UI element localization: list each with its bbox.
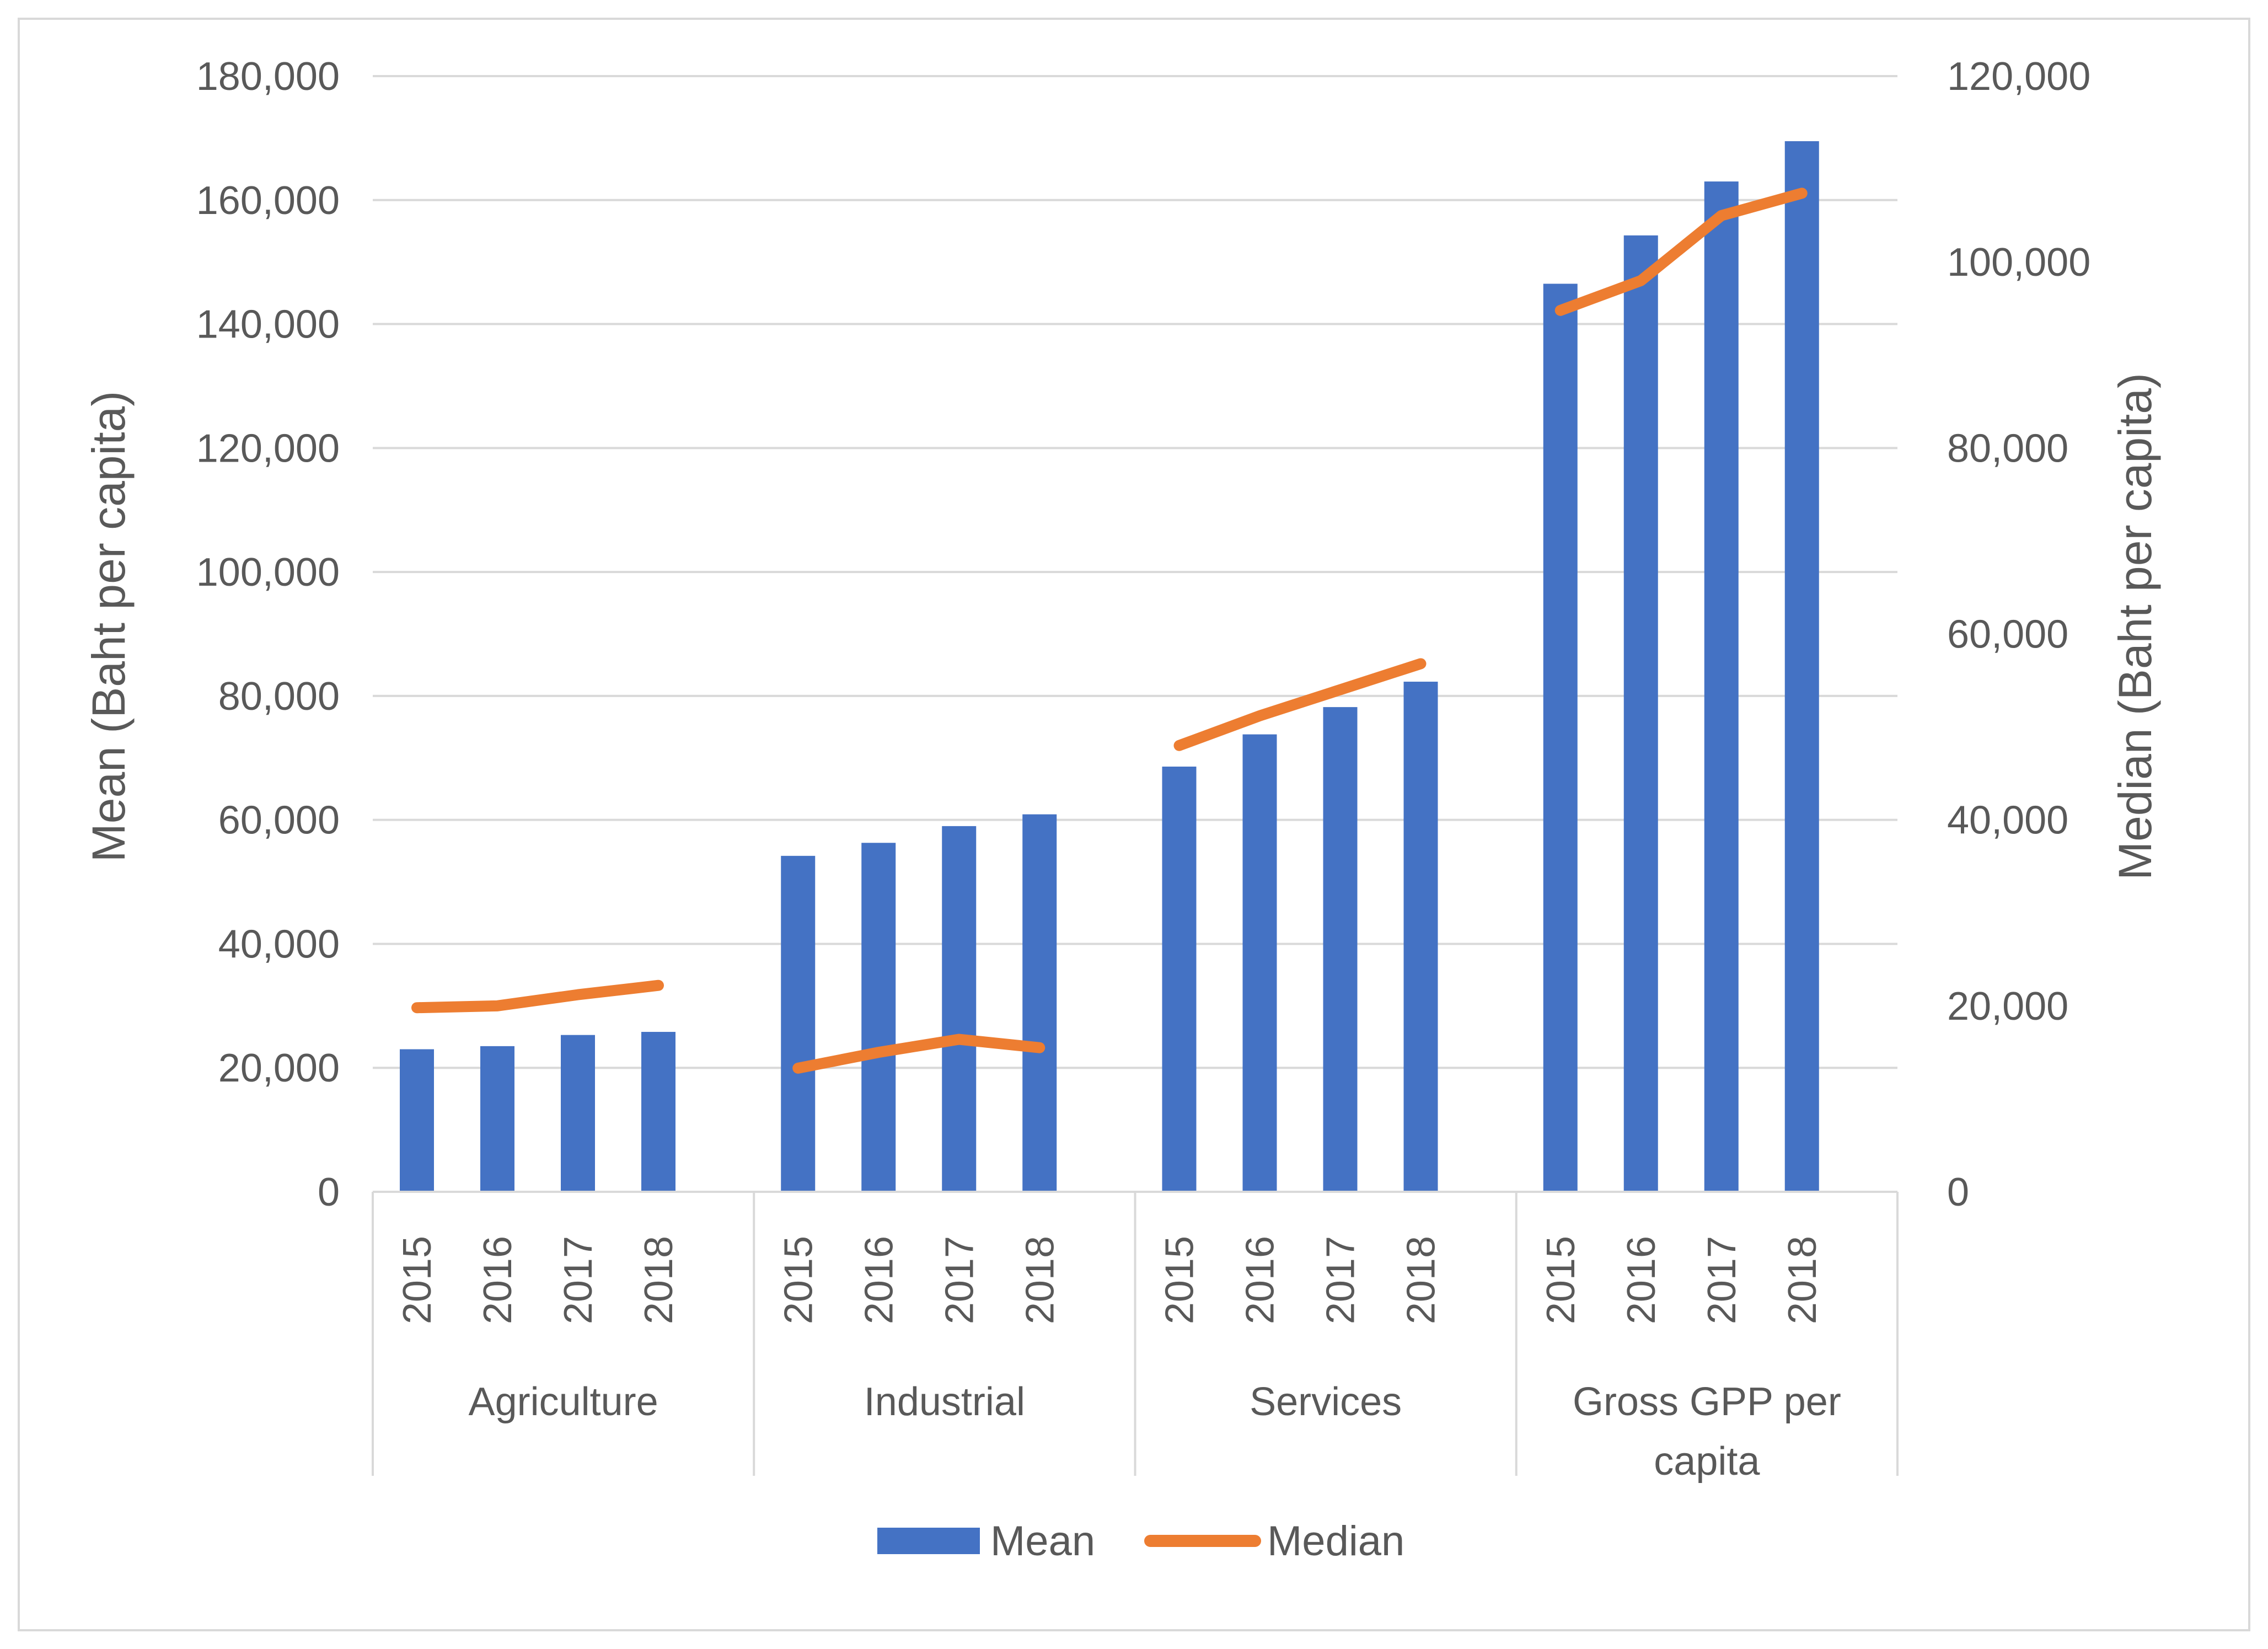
mean-bar bbox=[1704, 181, 1739, 1192]
mean-bar bbox=[641, 1032, 675, 1192]
year-tick-label: 2016 bbox=[857, 1236, 901, 1324]
median-series-line bbox=[1554, 188, 1808, 316]
year-tick-label: 2017 bbox=[1700, 1236, 1744, 1324]
left-tick-label: 0 bbox=[318, 1170, 340, 1214]
mean-bar bbox=[942, 826, 977, 1192]
median-series-line bbox=[411, 979, 664, 1014]
chart-frame: 2015 2016 2017 2018 Agriculture 2015 2016 2017 2… bbox=[18, 18, 2250, 1631]
legend: Mean Median bbox=[877, 1518, 1404, 1565]
mean-bars bbox=[400, 141, 1819, 1192]
median-line bbox=[411, 188, 1808, 1074]
year-tick-label: 2018 bbox=[637, 1236, 681, 1324]
year-tick-label: 2017 bbox=[556, 1236, 600, 1324]
left-tick-label: 120,000 bbox=[196, 426, 340, 470]
mean-bar bbox=[1543, 283, 1578, 1192]
legend-mean-label: Mean bbox=[990, 1518, 1095, 1565]
right-tick-label: 120,000 bbox=[1947, 55, 2090, 99]
year-tick-label: 2015 bbox=[776, 1236, 821, 1324]
left-tick-label: 40,000 bbox=[218, 922, 340, 966]
left-tick-label: 60,000 bbox=[218, 799, 340, 843]
right-tick-label: 40,000 bbox=[1947, 799, 2068, 843]
year-tick-label: 2015 bbox=[395, 1236, 439, 1324]
group-label: Services bbox=[1250, 1380, 1402, 1424]
mean-bar bbox=[1242, 734, 1277, 1192]
year-tick-label: 2015 bbox=[1158, 1236, 1202, 1324]
legend-mean-swatch bbox=[877, 1528, 980, 1554]
left-axis-ticks: 0 20,000 40,000 60,000 80,000 100,000 120,000 1… bbox=[196, 55, 340, 1214]
category-axis: 2015 2016 2017 2018 Agriculture 2015 2016 2017 2… bbox=[372, 1191, 1899, 1484]
median-series-line bbox=[1173, 658, 1427, 751]
year-tick-label: 2016 bbox=[476, 1236, 520, 1324]
mean-bar bbox=[861, 843, 896, 1192]
mean-bar bbox=[1022, 814, 1057, 1192]
group-label: Industrial bbox=[864, 1380, 1025, 1424]
year-tick-label: 2015 bbox=[1539, 1236, 1583, 1324]
left-tick-label: 140,000 bbox=[196, 303, 340, 347]
group-label: Agriculture bbox=[469, 1380, 658, 1424]
group-label: Gross GPP per bbox=[1573, 1380, 1841, 1424]
mean-bar bbox=[781, 855, 816, 1192]
right-axis-ticks: 0 20,000 40,000 60,000 80,000 100,000 120,000 bbox=[1947, 55, 2090, 1214]
right-tick-label: 60,000 bbox=[1947, 613, 2068, 657]
right-tick-label: 20,000 bbox=[1947, 984, 2068, 1029]
year-tick-label: 2016 bbox=[1238, 1236, 1283, 1324]
group-label: capita bbox=[1654, 1439, 1760, 1484]
mean-bar bbox=[1623, 235, 1658, 1192]
median-series-line bbox=[792, 1034, 1045, 1074]
left-tick-label: 20,000 bbox=[218, 1046, 340, 1090]
year-tick-label: 2017 bbox=[937, 1236, 982, 1324]
year-tick-label: 2016 bbox=[1620, 1236, 1664, 1324]
mean-bar bbox=[1403, 682, 1438, 1192]
left-tick-label: 160,000 bbox=[196, 179, 340, 223]
mean-bar bbox=[400, 1049, 434, 1192]
mean-bar bbox=[1784, 141, 1819, 1192]
right-tick-label: 80,000 bbox=[1947, 426, 2068, 470]
year-tick-label: 2017 bbox=[1319, 1236, 1363, 1324]
year-tick-label: 2018 bbox=[1018, 1236, 1062, 1324]
chart-canvas: 2015 2016 2017 2018 Agriculture 2015 2016 2017 2… bbox=[83, 55, 2161, 1565]
mean-bar bbox=[480, 1046, 514, 1192]
mean-bar bbox=[1162, 767, 1197, 1192]
right-tick-label: 100,000 bbox=[1947, 240, 2090, 285]
left-tick-label: 180,000 bbox=[196, 55, 340, 99]
right-tick-label: 0 bbox=[1947, 1170, 1969, 1214]
left-axis-title: Mean (Baht per capita) bbox=[83, 391, 135, 862]
right-axis-title: Median (Baht per capita) bbox=[2109, 373, 2161, 880]
mean-bar bbox=[561, 1035, 595, 1192]
year-tick-label: 2018 bbox=[1400, 1236, 1444, 1324]
year-tick-label: 2018 bbox=[1781, 1236, 1825, 1324]
legend-median-label: Median bbox=[1267, 1518, 1404, 1565]
gridlines bbox=[373, 75, 1897, 1069]
mean-bar bbox=[1323, 707, 1358, 1192]
left-tick-label: 100,000 bbox=[196, 550, 340, 595]
left-tick-label: 80,000 bbox=[218, 674, 340, 719]
